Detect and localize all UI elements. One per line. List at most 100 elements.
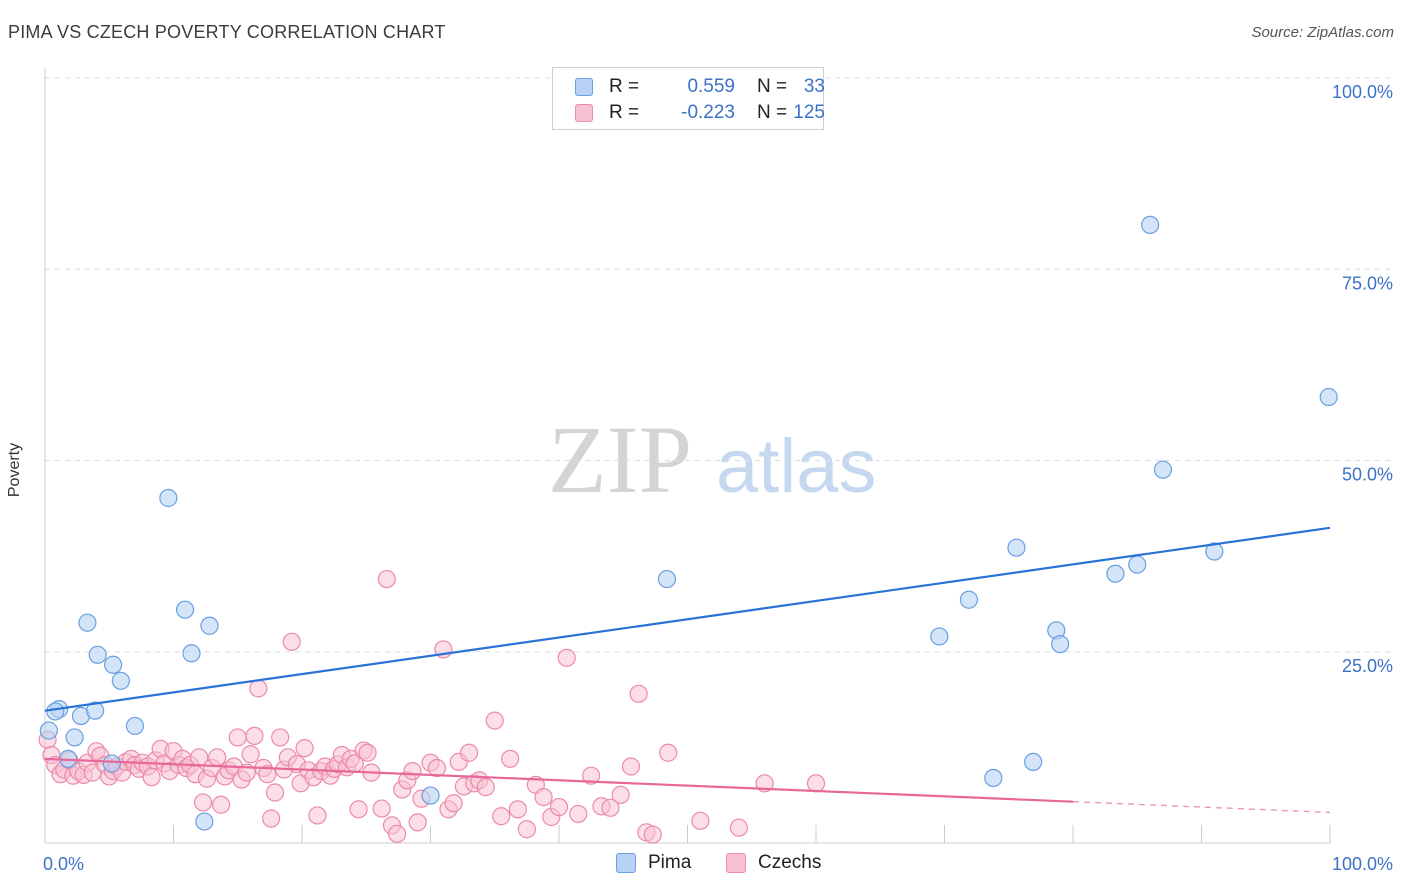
czechs-point [408,813,427,832]
czechs-point [643,825,662,844]
pima-point [86,701,105,720]
pima-n-label: N = [757,76,788,97]
czechs-point [228,728,247,747]
x-tick-labels: 0.0% 100.0% [43,854,1393,874]
y-tick-label: 25.0% [1342,656,1393,676]
pima-point [1106,564,1125,583]
bottom-pima-label: Pima [648,852,692,873]
bottom-pima-swatch [616,853,636,873]
pima-point [46,702,65,721]
bottom-czechs-label: Czechs [758,852,822,873]
pima-point [1319,387,1338,407]
pima-point [78,613,97,632]
pima-point [930,627,949,646]
czechs-point [601,798,620,817]
czechs-point [372,799,391,818]
czechs-point [501,749,520,768]
czechs-point [459,743,479,762]
czechs-trend-extension [1072,800,1331,814]
pima-point [1051,634,1070,654]
czechs-point [508,800,527,819]
pima-point [111,671,130,690]
czechs-point [659,743,678,762]
correlation-legend: R = 0.559 N = 33 R = -0.223 N = 125 [552,67,825,130]
pima-point [200,616,219,635]
y-tick-label: 50.0% [1342,465,1393,485]
pima-point [1205,542,1224,561]
czechs-point [211,795,231,814]
czechs-point [691,811,710,830]
czechs-n-value: 125 [793,102,825,123]
czechs-point [729,818,749,837]
pima-point [104,655,123,674]
czechs-point [245,726,264,746]
czechs-n-label: N = [757,102,788,123]
pima-point [159,488,178,508]
czechs-point [262,809,281,828]
x-tick-label: 0.0% [43,854,84,874]
czechs-point [569,804,588,824]
source-label: Source: ZipAtlas.com [1251,24,1394,41]
pima-point [195,812,214,831]
czechs-point [358,743,377,762]
pima-point [421,786,440,805]
czechs-point [427,758,447,778]
pima-trend-line [44,526,1331,712]
pima-point [39,721,58,740]
pima-point [182,644,201,663]
pima-series [39,215,1338,831]
czechs-point [241,745,260,764]
czechs-point [282,632,301,651]
czechs-r-label: R = [609,102,640,123]
czechs-point [476,778,495,797]
pima-point [1140,215,1160,234]
czechs-trend-line [44,757,1074,803]
czechs-point [271,728,290,747]
pima-point [959,590,979,609]
czechs-swatch [575,104,593,122]
czechs-point [611,785,630,804]
czechs-point [621,757,641,776]
czechs-point [387,824,407,843]
pima-r-label: R = [609,76,640,97]
pima-point [1007,538,1026,557]
pima-point [657,569,677,589]
czechs-point [485,711,504,730]
y-tick-label: 75.0% [1342,273,1393,293]
czechs-point [806,774,826,793]
czechs-point [349,800,368,819]
czechs-point [265,783,285,802]
czechs-point [193,793,213,812]
x-tick-label: 100.0% [1332,854,1393,874]
axes [44,68,1331,844]
bottom-czechs-swatch [726,853,746,873]
grid-lines [45,77,1392,653]
pima-point [102,754,121,773]
czechs-point [444,794,463,813]
czechs-point [492,807,511,826]
czechs-point [549,797,569,817]
chart-title: PIMA VS CZECH POVERTY CORRELATION CHART [8,22,446,42]
pima-point [1153,460,1173,479]
pima-r-value: 0.559 [687,76,735,97]
czechs-point [377,569,396,589]
pima-point [1128,555,1147,574]
watermark-zip: ZIP [548,406,692,513]
czechs-point [142,768,161,787]
y-tick-labels: 25.0% 50.0% 75.0% 100.0% [1332,82,1393,676]
watermark-atlas: atlas [716,424,877,509]
czechs-point [258,765,277,784]
pima-swatch [575,78,593,96]
trend-lines [44,526,1331,814]
pima-point [175,600,195,619]
pima-point [984,768,1003,788]
czechs-point [517,820,536,839]
czechs-point [534,787,553,807]
pima-point [125,716,145,736]
pima-point [88,645,107,664]
czechs-point [249,679,268,698]
y-tick-label: 100.0% [1332,82,1393,102]
pima-point [1024,752,1043,772]
czechs-point [629,684,648,703]
